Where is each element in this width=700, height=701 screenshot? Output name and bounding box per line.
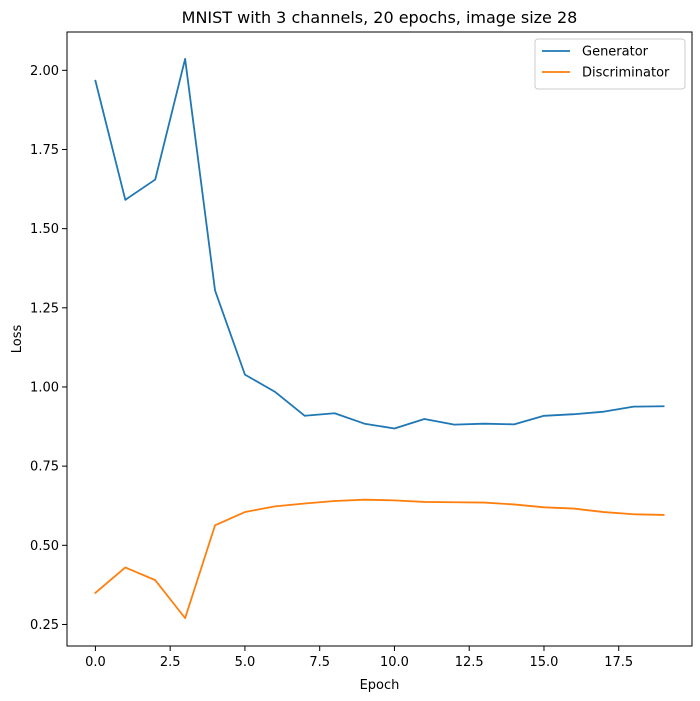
plot-frame	[66, 31, 693, 647]
x-tick-label: 17.5	[604, 655, 633, 670]
y-tick-label: 1.75	[30, 143, 59, 158]
y-tick-label: 1.00	[30, 380, 59, 395]
y-tick-label: 0.75	[30, 460, 59, 475]
chart-title: MNIST with 3 channels, 20 epochs, image …	[182, 8, 578, 27]
y-tick-label: 1.50	[30, 222, 59, 237]
series-line-generator	[94, 58, 665, 430]
legend-label-discriminator: Discriminator	[582, 66, 670, 81]
legend-label-generator: Generator	[582, 45, 649, 60]
legend-box	[534, 38, 686, 90]
y-tick-label: 0.25	[30, 618, 59, 633]
x-axis-label: Epoch	[360, 678, 400, 693]
x-tick-label: 2.5	[160, 655, 181, 670]
y-tick-label: 1.25	[30, 301, 59, 316]
x-tick-label: 5.0	[235, 655, 256, 670]
x-tick-label: 12.5	[455, 655, 484, 670]
series-line-discriminator	[94, 498, 665, 620]
x-tick-label: 10.0	[380, 655, 409, 670]
plot-area: 0.0 2.5 5.0 7.5 10.0 12.5 15.0 17.5 0.25 0.50 0.75…	[30, 58, 665, 670]
x-tick-label: 0.0	[85, 655, 106, 670]
legend: Generator Discriminator	[534, 38, 686, 90]
x-tick-label: 7.5	[309, 655, 330, 670]
y-axis-label: Loss	[10, 325, 25, 354]
y-tick-label: 2.00	[30, 64, 59, 79]
y-tick-label: 0.50	[30, 539, 59, 554]
x-tick-label: 15.0	[529, 655, 558, 670]
